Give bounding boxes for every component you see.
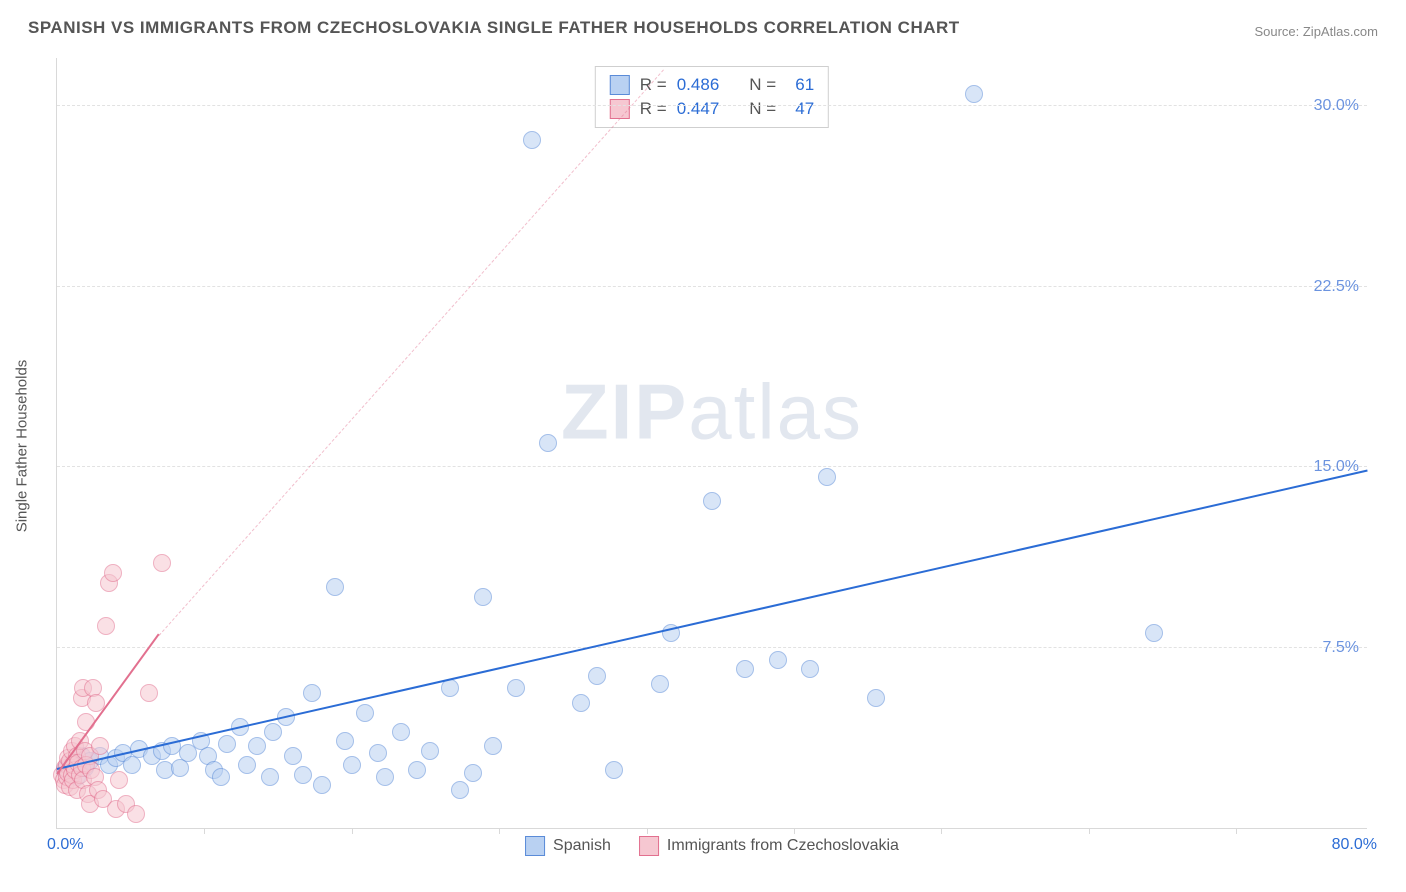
data-point — [703, 492, 721, 510]
legend-swatch — [639, 836, 659, 856]
x-minor-tick — [647, 828, 648, 834]
series-legend-label: Spanish — [553, 837, 611, 855]
legend-n-label: N = — [749, 73, 776, 97]
data-point — [264, 723, 282, 741]
gridline — [57, 105, 1367, 106]
series-legend: Spanish Immigrants from Czechoslovakia — [525, 836, 899, 856]
data-point — [218, 735, 236, 753]
y-tick-label: 22.5% — [1314, 278, 1359, 296]
watermark: ZIPatlas — [561, 367, 863, 458]
series-legend-label: Immigrants from Czechoslovakia — [667, 837, 899, 855]
correlation-legend: R = 0.486 N = 61 R = 0.447 N = 47 — [595, 66, 829, 128]
legend-n-label: N = — [749, 97, 776, 121]
scatter-plot-area: ZIPatlas R =0.486N =61R =0.447N =47 0.0%… — [56, 58, 1367, 829]
data-point — [605, 761, 623, 779]
data-point — [474, 588, 492, 606]
x-axis-max-label: 80.0% — [1332, 836, 1377, 854]
data-point — [294, 766, 312, 784]
x-minor-tick — [794, 828, 795, 834]
data-point — [153, 554, 171, 572]
data-point — [212, 768, 230, 786]
x-minor-tick — [941, 828, 942, 834]
data-point — [326, 578, 344, 596]
data-point — [238, 756, 256, 774]
data-point — [123, 756, 141, 774]
legend-n-value: 47 — [786, 97, 814, 121]
source-attribution: Source: ZipAtlas.com — [1254, 24, 1378, 39]
data-point — [1145, 624, 1163, 642]
data-point — [369, 744, 387, 762]
data-point — [343, 756, 361, 774]
watermark-zip: ZIP — [561, 368, 688, 456]
data-point — [336, 732, 354, 750]
data-point — [769, 651, 787, 669]
data-point — [867, 689, 885, 707]
gridline — [57, 647, 1367, 648]
legend-swatch — [610, 75, 630, 95]
data-point — [303, 684, 321, 702]
data-point — [588, 667, 606, 685]
y-tick-label: 30.0% — [1314, 97, 1359, 115]
trend-line — [158, 69, 663, 635]
data-point — [91, 737, 109, 755]
x-minor-tick — [204, 828, 205, 834]
data-point — [651, 675, 669, 693]
data-point — [127, 805, 145, 823]
data-point — [392, 723, 410, 741]
data-point — [441, 679, 459, 697]
data-point — [313, 776, 331, 794]
data-point — [801, 660, 819, 678]
data-point — [818, 468, 836, 486]
x-axis-min-label: 0.0% — [47, 836, 83, 854]
data-point — [421, 742, 439, 760]
data-point — [376, 768, 394, 786]
data-point — [572, 694, 590, 712]
legend-r-label: R = — [640, 73, 667, 97]
gridline — [57, 286, 1367, 287]
data-point — [523, 131, 541, 149]
data-point — [539, 434, 557, 452]
legend-row: R = 0.447 N = 47 — [610, 97, 814, 121]
legend-swatch — [525, 836, 545, 856]
data-point — [97, 617, 115, 635]
data-point — [110, 771, 128, 789]
watermark-atlas: atlas — [688, 368, 863, 456]
data-point — [484, 737, 502, 755]
data-point — [261, 768, 279, 786]
data-point — [104, 564, 122, 582]
data-point — [140, 684, 158, 702]
gridline — [57, 466, 1367, 467]
data-point — [464, 764, 482, 782]
y-tick-label: 7.5% — [1323, 639, 1359, 657]
series-legend-item: Immigrants from Czechoslovakia — [639, 836, 899, 856]
legend-n-value: 61 — [786, 73, 814, 97]
data-point — [451, 781, 469, 799]
x-minor-tick — [1236, 828, 1237, 834]
x-minor-tick — [499, 828, 500, 834]
data-point — [736, 660, 754, 678]
x-minor-tick — [1089, 828, 1090, 834]
data-point — [248, 737, 266, 755]
legend-r-label: R = — [640, 97, 667, 121]
source-prefix: Source: — [1254, 24, 1302, 39]
x-minor-tick — [352, 828, 353, 834]
y-axis-label: Single Father Households — [14, 360, 31, 533]
data-point — [507, 679, 525, 697]
trend-line — [57, 470, 1367, 770]
data-point — [356, 704, 374, 722]
source-name: ZipAtlas.com — [1303, 24, 1378, 39]
legend-r-value: 0.447 — [677, 97, 720, 121]
data-point — [965, 85, 983, 103]
series-legend-item: Spanish — [525, 836, 611, 856]
chart-title: SPANISH VS IMMIGRANTS FROM CZECHOSLOVAKI… — [28, 18, 960, 38]
legend-r-value: 0.486 — [677, 73, 720, 97]
data-point — [284, 747, 302, 765]
data-point — [408, 761, 426, 779]
